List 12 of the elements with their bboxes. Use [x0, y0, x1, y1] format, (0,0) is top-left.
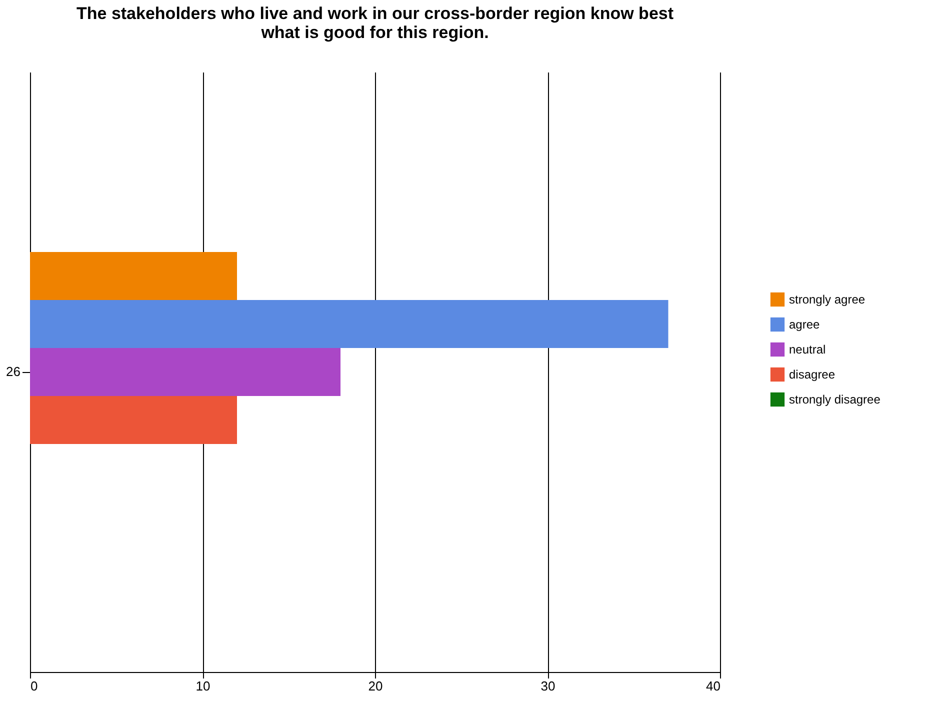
- x-tick-label: 0: [30, 678, 38, 694]
- y-tick-label: 26: [6, 364, 20, 379]
- legend-label: strongly disagree: [789, 392, 881, 406]
- legend-label: disagree: [789, 368, 836, 382]
- x-tick-label: 10: [196, 678, 210, 694]
- x-tick-label: 30: [540, 678, 556, 694]
- x-tick-label: 40: [706, 678, 720, 694]
- legend-label: strongly agree: [789, 292, 866, 306]
- chart-title: The stakeholders who live and work in our cross-border region know best what is good for this region.: [76, 4, 674, 42]
- legend-label: agree: [789, 318, 820, 332]
- legend-label: neutral: [789, 342, 826, 356]
- x-tick-label: 20: [368, 678, 383, 694]
